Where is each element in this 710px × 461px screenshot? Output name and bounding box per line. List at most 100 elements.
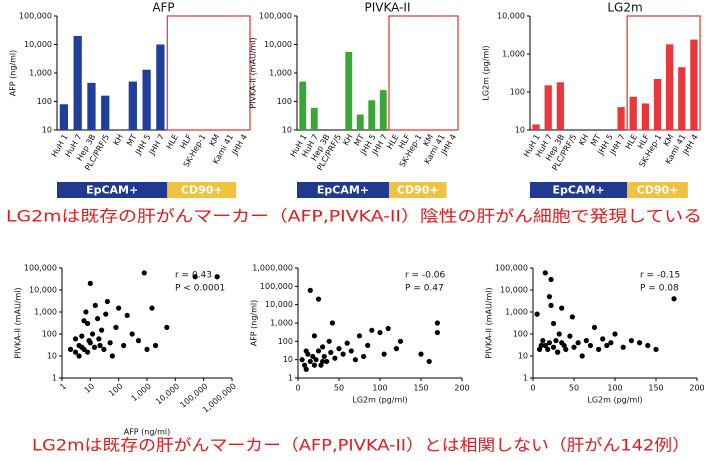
group-label: EpCAM+ — [317, 184, 369, 197]
point — [550, 320, 557, 327]
point — [149, 305, 155, 311]
x-tick-label: 50 — [334, 384, 344, 393]
group-label: EpCAM+ — [86, 184, 138, 197]
y-tick-label: 10 — [518, 352, 528, 361]
point — [591, 324, 598, 330]
point — [87, 280, 93, 286]
group-label: CD90+ — [637, 184, 679, 197]
x-tick-label: 150 — [413, 384, 428, 393]
annotation: r = -0.15 — [640, 271, 680, 281]
point — [548, 302, 554, 308]
point — [113, 324, 119, 330]
point — [377, 329, 383, 336]
point — [328, 349, 334, 355]
point — [332, 355, 338, 361]
y-tick-label: 1 — [523, 374, 528, 383]
bar — [653, 78, 662, 130]
point — [555, 349, 561, 355]
point — [628, 338, 635, 344]
point — [361, 353, 367, 360]
point — [303, 366, 309, 372]
point — [96, 336, 102, 342]
point — [89, 331, 96, 337]
y-tick-label: 100 — [513, 330, 528, 339]
point — [321, 353, 327, 360]
point — [393, 346, 399, 352]
highlight-box — [388, 15, 459, 131]
y-axis-title: AFP (ng/ml) — [250, 300, 259, 347]
bar — [345, 51, 353, 131]
point — [381, 351, 387, 357]
x-tick-label: 10 — [83, 382, 97, 395]
point — [103, 311, 109, 317]
x-tick-label: 200 — [689, 384, 704, 393]
point — [604, 342, 610, 349]
point — [418, 351, 424, 357]
y-tick-label: 100 — [278, 337, 293, 346]
point — [324, 358, 330, 365]
y-tick-label: 1,000 — [269, 69, 292, 78]
y-tick-label: 1,000 — [270, 319, 293, 328]
x-axis-title: LG2m (pg/ml) — [352, 396, 407, 405]
point — [81, 346, 87, 352]
bar — [544, 85, 552, 130]
point — [116, 305, 122, 311]
group-band — [297, 182, 389, 198]
point — [311, 333, 317, 339]
chart-title: AFP — [152, 1, 174, 15]
x-tick-label: KH — [577, 133, 590, 147]
point — [596, 346, 602, 352]
x-tick-label: 0 — [530, 384, 535, 393]
point — [104, 298, 110, 305]
y-tick-label: 100,000 — [19, 12, 52, 21]
x-axis-title: LG2m (pg/ml) — [587, 396, 642, 405]
point — [545, 346, 551, 352]
point — [320, 344, 326, 350]
point — [79, 333, 85, 339]
point — [101, 346, 107, 352]
point — [336, 346, 342, 352]
y-tick-label: 10 — [515, 126, 525, 135]
y-tick-label: 100 — [37, 97, 52, 106]
x-tick-label: KH — [112, 133, 125, 147]
bar — [556, 82, 564, 130]
y-axis-title: PIVKA-II (mAU/ml) — [249, 37, 258, 108]
x-tick-label: 200 — [454, 384, 469, 393]
point — [534, 311, 540, 317]
point — [315, 296, 322, 302]
point — [579, 353, 585, 359]
y-tick-label: 10 — [42, 126, 52, 135]
point — [91, 344, 98, 350]
point — [434, 329, 440, 336]
point — [109, 353, 115, 359]
x-tick-label: 100 — [372, 384, 387, 393]
group-band — [627, 182, 688, 198]
y-axis-title: AFP (ng/ml) — [9, 50, 18, 97]
caption: LG2mは既存の肝がんマーカー（AFP,PIVKA-II）とは相関しない（肝がん… — [32, 436, 690, 455]
point — [569, 314, 575, 320]
point — [97, 342, 103, 349]
y-tick-label: 10,000 — [29, 286, 57, 295]
point — [556, 331, 562, 337]
point — [356, 333, 363, 339]
point — [144, 346, 150, 352]
group-band — [530, 182, 628, 198]
point — [671, 296, 677, 302]
point — [303, 348, 309, 354]
group-label: CD90+ — [397, 184, 439, 197]
bar — [641, 103, 649, 130]
annotation: P = 0.47 — [405, 284, 444, 294]
point — [307, 287, 313, 294]
y-tick-label: 100,000 — [259, 12, 292, 21]
bar — [59, 104, 69, 130]
point — [653, 346, 659, 352]
point — [99, 327, 105, 333]
x-tick-label: 0 — [295, 384, 300, 393]
point — [637, 340, 643, 346]
point — [301, 362, 308, 368]
y-axis-title: LG2m (pg/ml) — [482, 45, 491, 100]
point — [344, 340, 350, 346]
point — [434, 320, 440, 326]
x-tick-label: 1 — [58, 382, 68, 392]
